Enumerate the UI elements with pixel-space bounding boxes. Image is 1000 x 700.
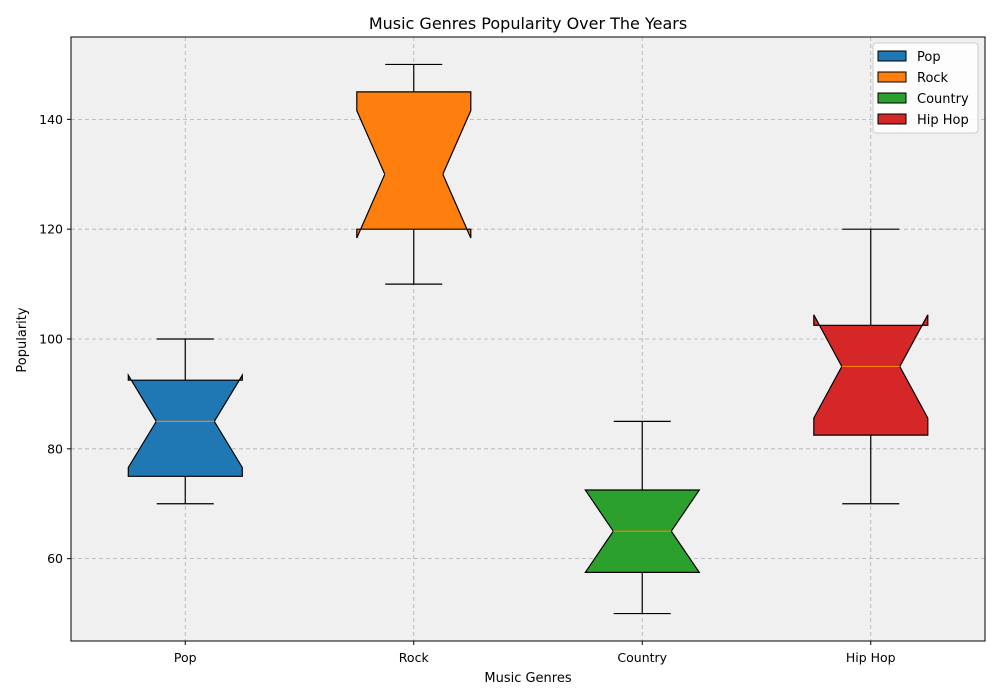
box-country (584, 420, 701, 615)
plot-frame (70, 36, 986, 642)
legend-label: Rock (917, 71, 949, 86)
chart-title: Music Genres Popularity Over The Years (369, 14, 687, 33)
x-tick-label: Pop (174, 650, 197, 665)
y-tick-label: 100 (39, 332, 63, 347)
legend-swatch (877, 50, 907, 62)
legend-label: Pop (917, 50, 941, 65)
legend-swatch (877, 92, 907, 104)
y-tick-label: 80 (47, 441, 63, 456)
box-rock (356, 63, 472, 285)
y-tick-label: 140 (39, 112, 63, 127)
box-body (813, 314, 929, 436)
boxes (127, 63, 929, 615)
box-body (356, 91, 472, 239)
x-tick-label: Rock (399, 650, 430, 665)
box-pop (127, 338, 243, 505)
box-body (127, 373, 243, 477)
box-hip-hop (813, 228, 929, 505)
x-tick-label: Country (617, 650, 667, 665)
legend-frame (872, 42, 979, 134)
legend-swatch (877, 113, 907, 125)
y-tick-label: 120 (39, 222, 63, 237)
y-axis-label: Popularity (15, 307, 30, 372)
legend-label: Country (917, 92, 969, 107)
legend-label: Hip Hop (917, 113, 969, 128)
x-tick-label: Hip Hop (846, 650, 896, 665)
legend-swatch (877, 71, 907, 83)
legend: Pop Rock Country Hip Hop (872, 42, 979, 134)
x-axis-label: Music Genres (484, 671, 571, 686)
y-tick-label: 60 (47, 551, 63, 566)
ticks: 60 80 100 120 140 Pop Rock Country Hip Hop (39, 112, 896, 665)
